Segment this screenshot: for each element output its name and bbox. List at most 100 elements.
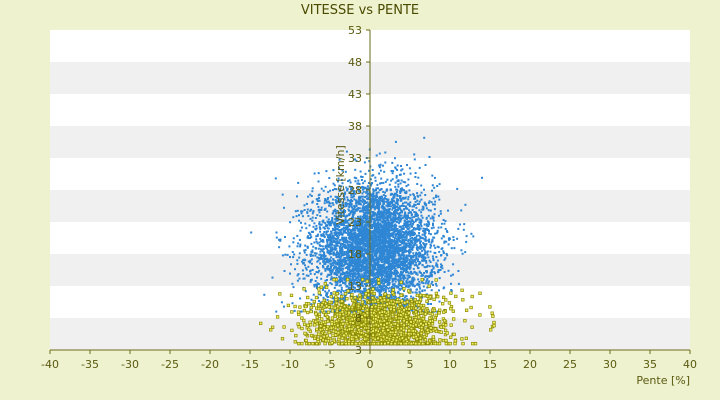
data-point bbox=[386, 233, 389, 236]
data-point bbox=[401, 168, 404, 171]
data-point bbox=[340, 211, 343, 214]
data-point bbox=[355, 237, 358, 240]
data-point bbox=[394, 227, 397, 230]
data-point bbox=[401, 257, 404, 260]
data-point bbox=[412, 283, 415, 286]
data-point bbox=[389, 202, 391, 205]
data-point bbox=[303, 251, 306, 254]
data-point bbox=[348, 228, 351, 231]
data-point bbox=[465, 235, 468, 238]
data-point bbox=[346, 189, 348, 192]
data-point bbox=[333, 187, 336, 190]
data-point bbox=[383, 170, 386, 173]
data-point bbox=[389, 272, 392, 275]
data-point bbox=[349, 229, 352, 232]
data-point bbox=[460, 249, 463, 252]
data-point bbox=[329, 242, 332, 245]
data-point bbox=[376, 296, 379, 299]
data-point bbox=[426, 275, 428, 278]
data-point bbox=[411, 309, 413, 312]
data-point bbox=[318, 258, 321, 261]
data-point bbox=[423, 223, 426, 226]
data-point bbox=[361, 198, 364, 201]
data-point bbox=[323, 256, 326, 259]
data-point bbox=[434, 200, 437, 203]
data-point bbox=[411, 234, 414, 237]
data-point bbox=[378, 286, 381, 289]
data-point bbox=[359, 216, 362, 219]
data-point bbox=[407, 224, 409, 227]
data-point bbox=[349, 292, 352, 294]
data-point bbox=[394, 140, 397, 143]
data-point bbox=[402, 282, 405, 285]
data-point bbox=[347, 232, 350, 235]
data-point bbox=[320, 257, 323, 260]
data-point bbox=[393, 225, 396, 228]
data-point bbox=[345, 259, 348, 262]
data-point bbox=[412, 193, 415, 196]
data-point bbox=[402, 259, 405, 262]
data-point bbox=[341, 270, 344, 273]
data-point bbox=[364, 230, 366, 233]
data-point bbox=[402, 245, 405, 248]
data-point bbox=[376, 259, 379, 262]
data-point bbox=[344, 283, 347, 286]
data-point bbox=[389, 268, 392, 271]
data-point bbox=[348, 262, 351, 265]
data-point bbox=[393, 206, 396, 209]
data-point bbox=[407, 196, 410, 198]
data-point bbox=[416, 306, 419, 309]
data-point bbox=[386, 235, 389, 237]
data-point bbox=[371, 272, 374, 275]
data-point bbox=[425, 270, 427, 273]
data-point bbox=[382, 289, 385, 292]
data-point bbox=[395, 241, 398, 244]
data-point bbox=[336, 244, 339, 247]
data-point bbox=[400, 285, 403, 287]
data-point bbox=[409, 217, 412, 220]
data-point bbox=[385, 279, 388, 282]
data-point bbox=[328, 268, 331, 271]
data-point bbox=[329, 236, 332, 239]
data-point bbox=[370, 183, 373, 186]
data-point bbox=[392, 170, 395, 173]
data-point bbox=[408, 223, 411, 226]
data-point bbox=[381, 237, 384, 240]
data-point bbox=[430, 241, 433, 244]
data-point bbox=[405, 280, 408, 283]
data-point bbox=[374, 262, 377, 265]
data-point bbox=[359, 221, 362, 224]
data-point bbox=[324, 185, 327, 188]
data-point bbox=[322, 219, 325, 222]
data-point bbox=[378, 290, 381, 293]
data-point bbox=[422, 278, 425, 281]
data-point bbox=[317, 172, 320, 175]
data-point bbox=[340, 214, 343, 217]
data-point bbox=[354, 168, 357, 171]
data-point bbox=[363, 161, 366, 164]
data-point bbox=[335, 247, 338, 250]
data-point bbox=[349, 257, 352, 260]
data-point bbox=[309, 261, 311, 264]
data-point bbox=[398, 190, 401, 193]
data-point bbox=[374, 244, 377, 247]
data-point bbox=[322, 189, 325, 192]
data-point bbox=[387, 242, 390, 245]
data-point bbox=[380, 242, 383, 245]
data-point bbox=[385, 265, 388, 268]
data-point bbox=[412, 252, 415, 255]
data-point bbox=[374, 288, 377, 291]
data-point bbox=[372, 248, 375, 251]
data-point bbox=[379, 182, 381, 185]
data-point bbox=[429, 261, 432, 264]
data-point bbox=[423, 249, 426, 252]
data-point bbox=[327, 200, 330, 203]
data-point bbox=[363, 272, 366, 274]
data-point bbox=[362, 269, 365, 272]
data-point bbox=[386, 276, 389, 278]
data-point bbox=[409, 241, 412, 243]
data-point bbox=[430, 303, 432, 305]
data-point bbox=[377, 187, 380, 190]
data-point bbox=[421, 216, 424, 219]
data-point bbox=[359, 170, 362, 173]
